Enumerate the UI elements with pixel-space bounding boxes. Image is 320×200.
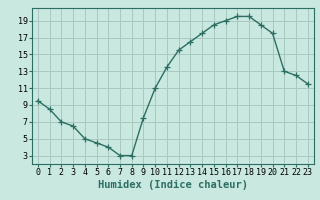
X-axis label: Humidex (Indice chaleur): Humidex (Indice chaleur) — [98, 180, 248, 190]
